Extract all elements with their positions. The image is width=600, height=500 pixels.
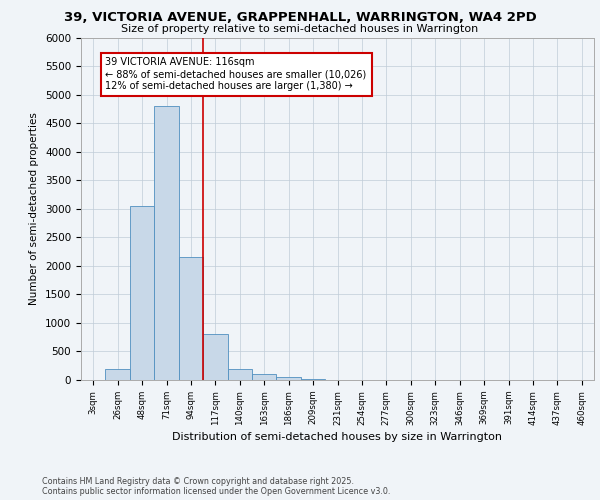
Bar bbox=[203, 334, 227, 380]
Bar bbox=[130, 206, 154, 380]
Bar bbox=[179, 258, 203, 380]
Bar bbox=[227, 368, 252, 380]
Text: 39 VICTORIA AVENUE: 116sqm
← 88% of semi-detached houses are smaller (10,026)
12: 39 VICTORIA AVENUE: 116sqm ← 88% of semi… bbox=[106, 58, 367, 90]
Text: Size of property relative to semi-detached houses in Warrington: Size of property relative to semi-detach… bbox=[121, 24, 479, 34]
Bar bbox=[154, 106, 179, 380]
X-axis label: Distribution of semi-detached houses by size in Warrington: Distribution of semi-detached houses by … bbox=[173, 432, 503, 442]
Text: Contains HM Land Registry data © Crown copyright and database right 2025.
Contai: Contains HM Land Registry data © Crown c… bbox=[42, 476, 391, 496]
Bar bbox=[277, 377, 301, 380]
Bar bbox=[106, 368, 130, 380]
Text: 39, VICTORIA AVENUE, GRAPPENHALL, WARRINGTON, WA4 2PD: 39, VICTORIA AVENUE, GRAPPENHALL, WARRIN… bbox=[64, 11, 536, 24]
Bar bbox=[252, 374, 277, 380]
Y-axis label: Number of semi-detached properties: Number of semi-detached properties bbox=[29, 112, 40, 305]
